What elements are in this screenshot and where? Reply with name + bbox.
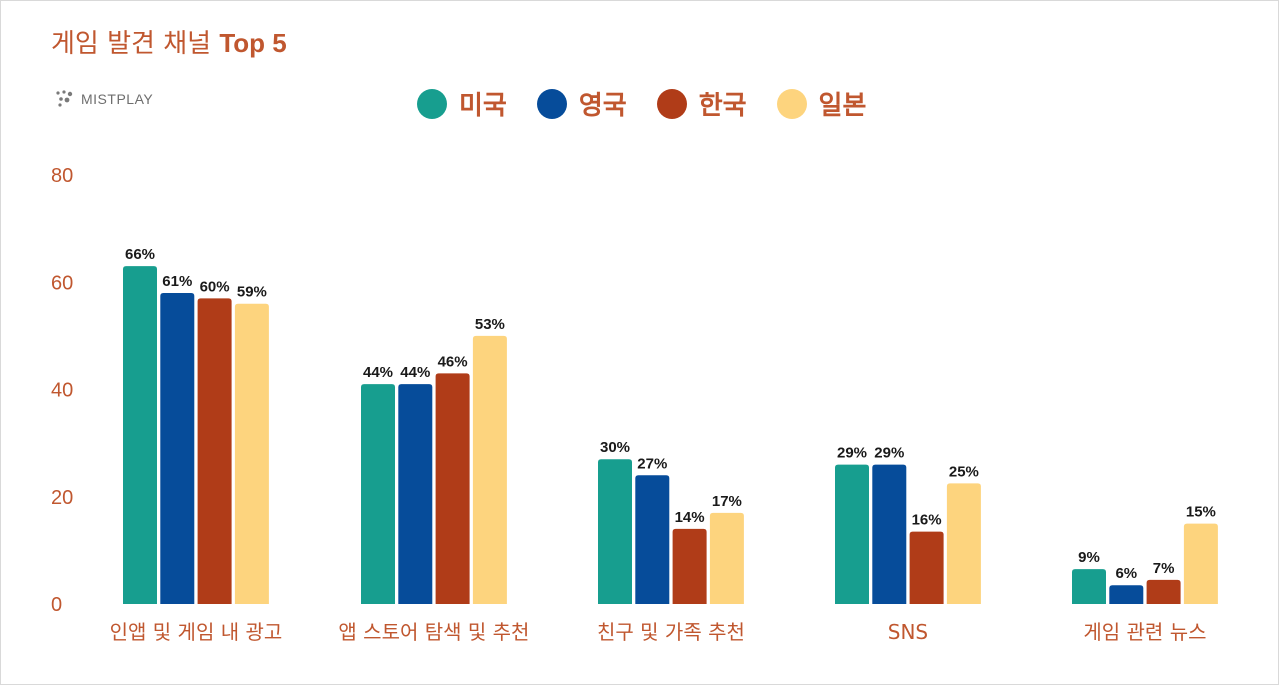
bar-2-3 (909, 531, 944, 604)
y-tick-label-0: 80 (51, 165, 73, 187)
y-tick-label-4: 0 (51, 594, 62, 616)
legend-swatch-0 (417, 88, 447, 119)
chart-title-accent: Top 5 (219, 28, 287, 58)
data-label-3-0: 59% (237, 284, 267, 301)
bar-1-3 (872, 464, 907, 604)
data-label-2-2: 14% (675, 509, 705, 526)
legend-item-3: 일본 (776, 85, 867, 122)
y-tick-label-1: 60 (51, 272, 73, 294)
bar-0-1 (361, 384, 395, 604)
bar-3-1 (472, 335, 507, 604)
bar-3-2 (709, 512, 744, 604)
mistplay-logo-icon (56, 90, 73, 107)
chart-legend: 미국 영국 한국 일본 (417, 85, 866, 122)
legend-swatch-3 (776, 88, 807, 119)
data-label-1-2: 27% (637, 455, 667, 472)
bar-3-3 (946, 483, 981, 604)
legend-label-0: 미국 (459, 91, 507, 121)
bar-1-2 (635, 475, 670, 604)
legend-swatch-2 (656, 88, 687, 119)
chart-title: 게임 발견 채널 Top 5 (51, 23, 287, 60)
data-label-1-4: 6% (1115, 565, 1137, 582)
legend-swatch-1 (536, 88, 567, 119)
legend-label-1: 영국 (578, 91, 627, 121)
category-label-4: 게임 관련 뉴스 (1083, 620, 1206, 644)
category-label-1: 앱 스토어 탐색 및 추천 (338, 620, 529, 644)
bar-1-4 (1109, 585, 1144, 604)
bar-2-1 (435, 373, 470, 604)
legend-label-3: 일본 (818, 91, 867, 121)
chart-title-main: 게임 발견 채널 (51, 29, 212, 59)
bar-2-0 (197, 298, 232, 604)
mistplay-logo: MISTPLAY (55, 89, 153, 109)
data-label-1-0: 61% (162, 273, 192, 290)
mistplay-logo-text: MISTPLAY (81, 91, 154, 107)
data-label-2-0: 60% (200, 278, 230, 295)
data-label-2-1: 46% (438, 353, 468, 370)
data-label-0-4: 9% (1078, 549, 1100, 566)
data-label-2-4: 7% (1153, 560, 1175, 577)
category-label-0: 인앱 및 게임 내 광고 (110, 620, 283, 644)
data-label-2-3: 16% (912, 512, 942, 529)
y-tick-label-2: 40 (51, 380, 73, 402)
data-label-3-1: 53% (475, 316, 505, 333)
data-label-1-1: 44% (400, 364, 430, 381)
legend-item-0: 미국 (417, 85, 507, 122)
bar-0-0 (123, 266, 157, 604)
data-label-0-1: 44% (363, 364, 393, 381)
data-label-3-3: 25% (949, 463, 979, 480)
bar-3-4 (1183, 523, 1218, 604)
data-label-0-0: 66% (125, 246, 155, 263)
bar-2-2 (672, 528, 707, 604)
data-label-3-4: 15% (1186, 504, 1216, 521)
bar-3-0 (234, 303, 269, 604)
data-label-0-2: 30% (600, 439, 630, 456)
data-label-1-3: 29% (874, 445, 904, 462)
category-label-2: 친구 및 가족 추천 (597, 620, 745, 644)
bar-1-0 (160, 292, 195, 604)
legend-item-2: 한국 (656, 85, 747, 122)
bar-2-4 (1146, 579, 1181, 604)
data-label-3-2: 17% (712, 493, 742, 510)
bar-0-2 (598, 459, 632, 604)
legend-label-2: 한국 (698, 91, 747, 121)
bar-1-1 (398, 384, 433, 604)
bar-0-4 (1072, 569, 1106, 604)
bar-0-3 (835, 464, 869, 604)
data-label-0-3: 29% (837, 445, 867, 462)
legend-item-1: 영국 (536, 85, 627, 122)
category-label-3: SNS (888, 620, 928, 644)
y-tick-label-3: 20 (51, 487, 73, 509)
